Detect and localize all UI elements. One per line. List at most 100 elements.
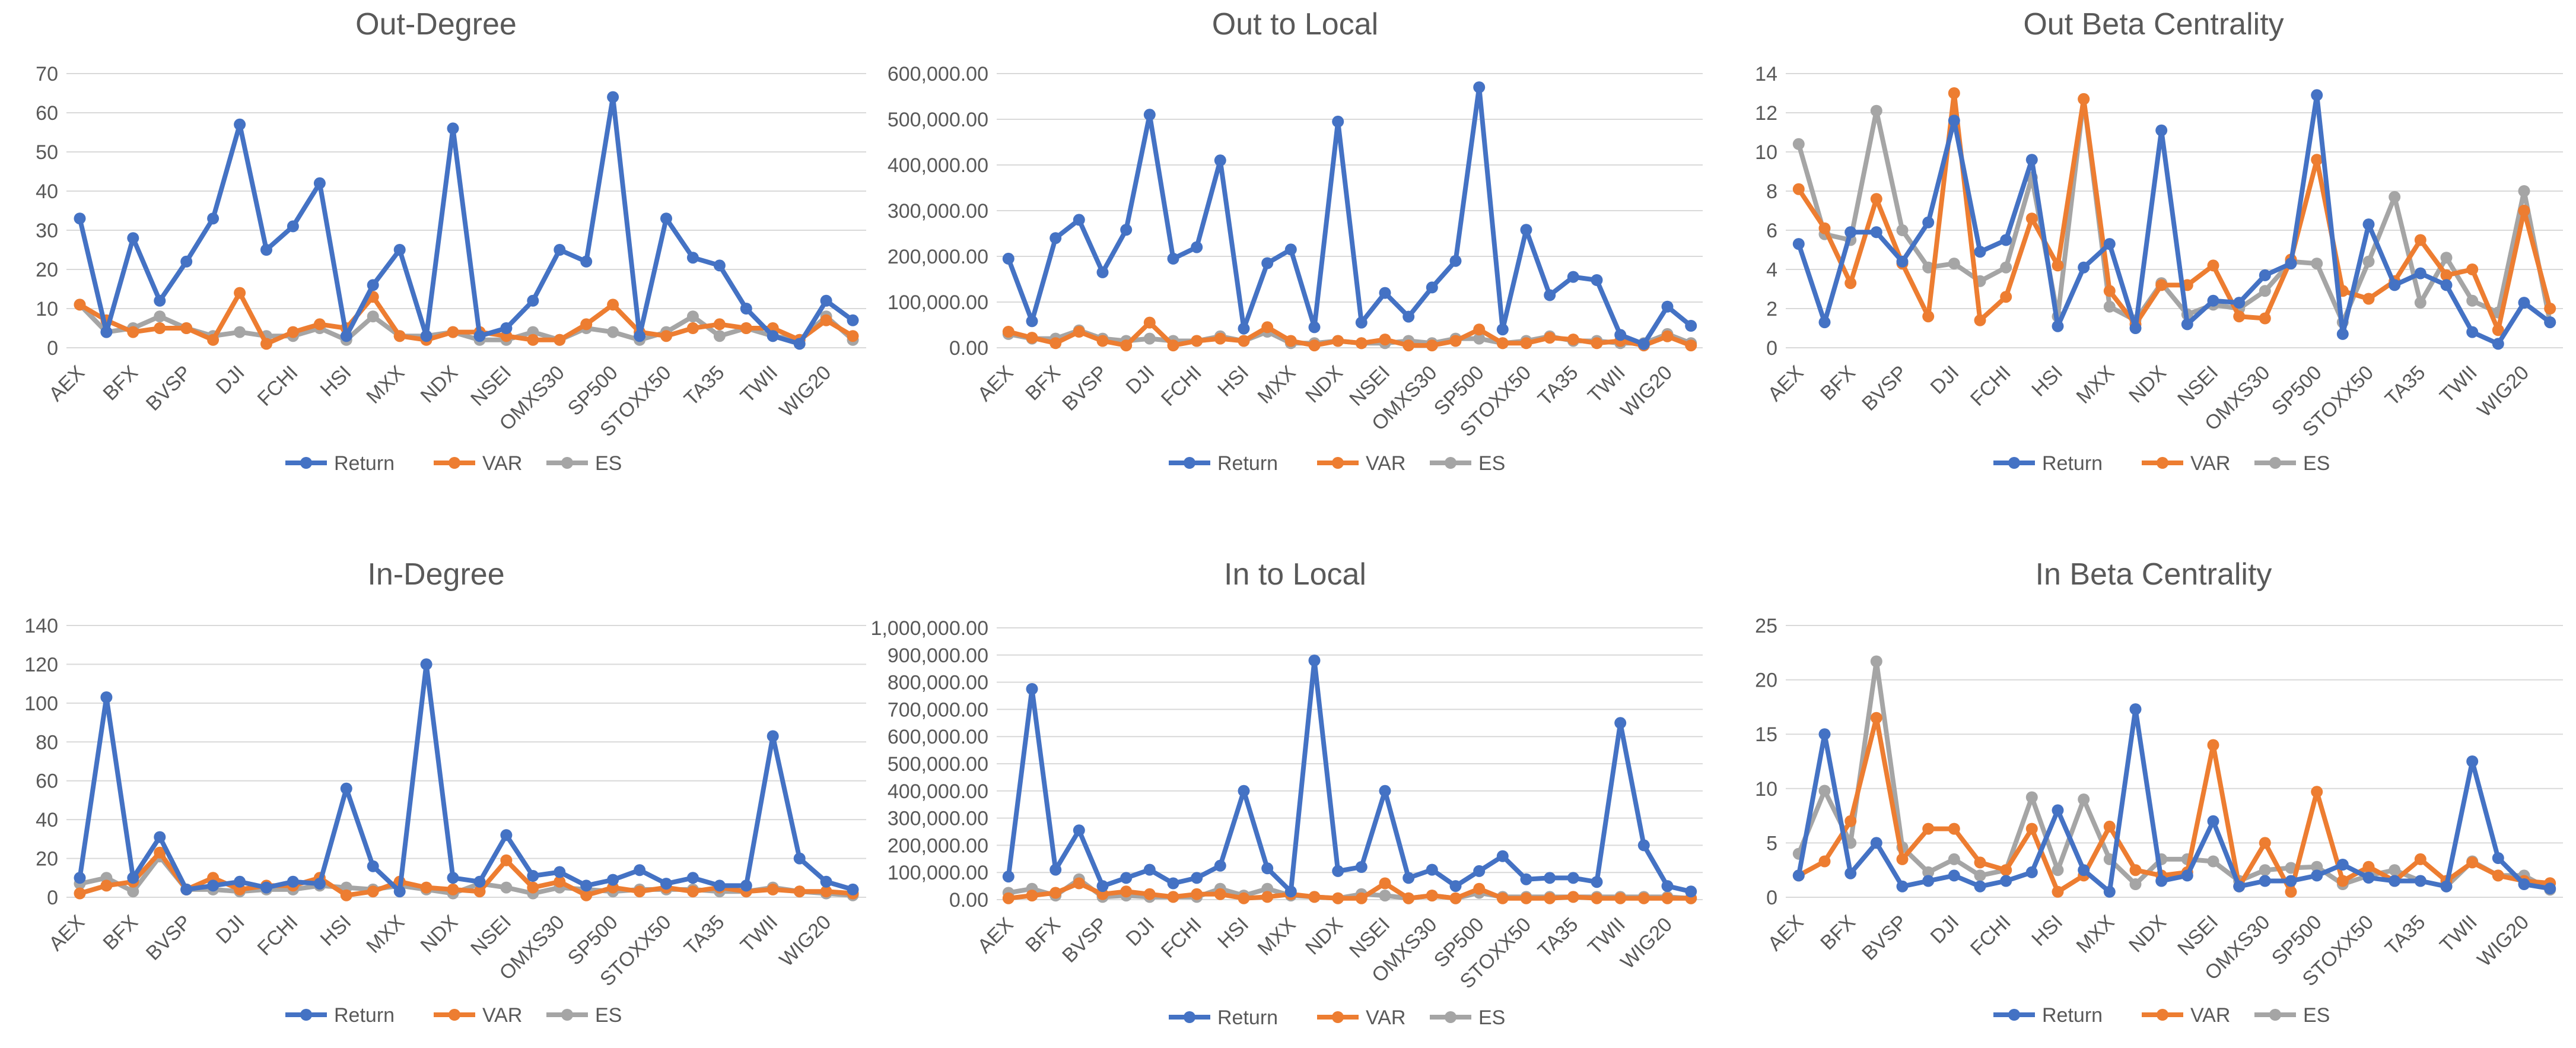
data-point-var — [527, 881, 539, 894]
legend-label-es: ES — [1478, 452, 1505, 475]
y-tick-label: 500,000.00 — [888, 109, 988, 131]
data-point-return — [1520, 224, 1532, 236]
x-tick-label: MXX — [362, 911, 409, 958]
data-point-return — [473, 875, 486, 888]
x-tick-label: DJI — [1122, 361, 1159, 399]
data-point-return — [2025, 154, 2038, 166]
legend-label-es: ES — [2303, 452, 2330, 475]
chart-title: Out-Degree — [355, 7, 517, 42]
data-point-var — [1332, 892, 1344, 904]
data-point-var — [74, 298, 86, 311]
data-point-return — [74, 872, 86, 884]
data-point-return — [1473, 865, 1486, 877]
data-point-var — [1567, 334, 1579, 346]
series-line-return — [1006, 85, 1693, 347]
series-line-es — [1796, 96, 2553, 325]
data-point-return — [634, 864, 646, 876]
data-point-var — [2362, 860, 2375, 873]
data-point-return — [1308, 321, 1321, 334]
data-point-return — [287, 875, 299, 888]
data-point-return — [393, 244, 406, 256]
data-point-es — [2259, 285, 2271, 297]
x-tick-label: FCHI — [1966, 911, 2015, 960]
data-point-var — [1050, 887, 1062, 899]
data-point-return — [154, 294, 166, 307]
data-point-return — [100, 691, 113, 703]
x-tick-label: TWII — [2435, 911, 2482, 957]
data-point-return — [1661, 300, 1674, 313]
data-point-var — [1120, 885, 1133, 898]
x-tick-label: BVSP — [1058, 913, 1112, 967]
data-point-es — [2311, 258, 2323, 270]
data-point-es — [2259, 864, 2271, 876]
data-point-var — [1426, 339, 1438, 352]
data-point-return — [2492, 338, 2504, 350]
data-point-return — [2492, 852, 2504, 864]
data-point-return — [1403, 872, 1415, 884]
data-point-es — [713, 330, 726, 342]
x-tick-label: NSEI — [2173, 361, 2222, 411]
data-point-return — [1473, 81, 1486, 94]
data-point-return — [1896, 255, 1909, 268]
data-point-var — [1520, 892, 1532, 904]
data-point-return — [2025, 866, 2038, 878]
data-point-return — [2311, 869, 2323, 882]
data-point-return — [527, 294, 539, 307]
data-point-return — [660, 878, 672, 890]
data-point-es — [1896, 224, 1909, 236]
data-point-return — [1379, 287, 1391, 299]
data-point-es — [1473, 332, 1486, 345]
data-point-var — [2414, 853, 2426, 865]
data-point-return — [1167, 877, 1179, 890]
y-tick-label: 8 — [1766, 180, 1777, 203]
y-tick-label: 4 — [1766, 259, 1777, 281]
data-point-var — [154, 322, 166, 334]
data-point-var — [447, 326, 459, 338]
legend-label-var: VAR — [1366, 452, 1405, 475]
legend-marker-es — [561, 457, 573, 469]
data-point-var — [447, 883, 459, 895]
x-tick-label: MXX — [1254, 361, 1300, 408]
data-point-return — [154, 831, 166, 843]
data-point-var — [1544, 892, 1556, 904]
data-point-return — [1355, 861, 1367, 873]
data-point-return — [1818, 728, 1831, 741]
data-point-es — [2440, 252, 2453, 264]
x-tick-label: HSI — [2027, 361, 2067, 401]
data-point-return — [2440, 880, 2453, 893]
y-tick-label: 20 — [36, 848, 58, 871]
data-point-return — [180, 255, 193, 268]
data-point-return — [1284, 243, 1297, 256]
data-point-var — [1520, 337, 1532, 350]
y-tick-label: 100,000.00 — [888, 291, 988, 314]
data-point-var — [1002, 326, 1015, 338]
data-point-return — [1284, 885, 1297, 898]
y-tick-label: 600,000.00 — [888, 63, 988, 85]
x-tick-label: HSI — [2027, 911, 2067, 951]
data-point-return — [2311, 89, 2323, 101]
data-point-var — [527, 334, 539, 346]
y-tick-label: 300,000.00 — [888, 200, 988, 223]
data-point-var — [2103, 285, 2116, 297]
data-point-var — [1355, 337, 1367, 350]
y-tick-label: 25 — [1755, 615, 1777, 637]
data-point-return — [2518, 878, 2530, 890]
data-point-var — [1191, 888, 1203, 900]
legend-label-return: Return — [334, 452, 395, 475]
data-point-return — [1818, 316, 1831, 329]
x-tick-label: NDX — [2125, 361, 2171, 408]
data-point-return — [500, 322, 513, 334]
data-point-es — [2285, 862, 2297, 874]
data-point-return — [2466, 755, 2479, 767]
data-point-var — [2025, 212, 2038, 225]
legend: Return VAR ES — [285, 452, 622, 475]
data-point-var — [393, 330, 406, 342]
data-point-var — [1844, 815, 1857, 827]
x-tick-label: AEX — [974, 913, 1018, 958]
data-point-var — [2492, 324, 2504, 336]
y-tick-label: 70 — [36, 63, 58, 85]
data-point-es — [1948, 853, 1960, 865]
data-point-return — [1143, 109, 1156, 121]
data-point-var — [554, 334, 566, 346]
data-point-return — [100, 326, 113, 338]
